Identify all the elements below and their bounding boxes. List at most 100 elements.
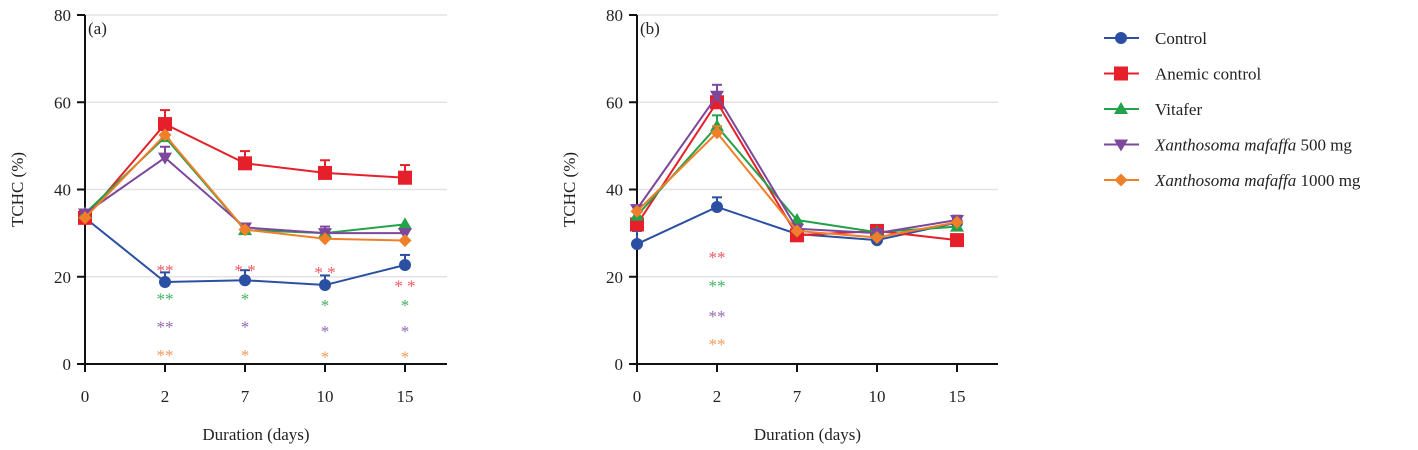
y-axis-label: TCHC (%)	[8, 152, 27, 227]
x-tick-label: 2	[161, 387, 170, 406]
legend-label-text: Vitafer	[1155, 100, 1202, 119]
data-point	[238, 156, 252, 171]
significance-marker: * *	[314, 263, 335, 282]
significance-marker: *	[401, 322, 410, 341]
series-2	[630, 114, 964, 238]
legend-item: Control	[1104, 29, 1207, 48]
data-point	[158, 117, 172, 132]
legend-item: Vitafer	[1104, 100, 1202, 119]
significance-marker: *	[401, 296, 410, 315]
y-tick-label: 0	[63, 355, 72, 374]
data-point	[399, 258, 411, 271]
data-point	[630, 217, 644, 232]
legend-label-text: Control	[1155, 29, 1207, 48]
series-1	[78, 109, 412, 225]
data-point	[790, 224, 804, 238]
significance-marker: **	[157, 289, 174, 308]
data-point	[158, 152, 172, 165]
legend-item: Anemic control	[1104, 65, 1261, 84]
data-point	[319, 279, 331, 292]
significance-marker: **	[709, 307, 726, 326]
significance-marker: **	[709, 276, 726, 295]
legend-label: Vitafer	[1155, 100, 1202, 119]
x-axis-label: Duration (days)	[202, 425, 309, 444]
y-tick-label: 20	[606, 268, 623, 287]
significance-marker: *	[401, 347, 410, 366]
significance-marker: **	[709, 335, 726, 354]
data-point	[630, 204, 644, 218]
legend-label-italic: Xanthosoma mafaffa	[1154, 171, 1296, 190]
x-tick-label: 0	[633, 387, 642, 406]
x-tick-label: 10	[317, 387, 334, 406]
significance-marker: **	[157, 318, 174, 337]
y-axis-label: TCHC (%)	[560, 152, 579, 227]
legend-label-italic: Xanthosoma mafaffa	[1154, 136, 1296, 155]
data-point	[398, 217, 412, 230]
data-point	[238, 223, 252, 237]
significance-marker: *	[241, 346, 250, 365]
chart-panel-a: 0 20 40 60 80 0 2 7 10 15 Duration (days) TCHC (%) (…	[8, 6, 447, 444]
significance-marker: **	[157, 261, 174, 280]
legend-item: Xanthosoma mafaffa 500 mg	[1104, 136, 1352, 155]
legend-item: Xanthosoma mafaffa 1000 mg	[1104, 171, 1361, 190]
significance-marker: *	[241, 318, 250, 337]
chart-panel-b: 0 20 40 60 80 0 2 7 10 15 Duration (days) TCHC (%) (…	[560, 6, 998, 444]
significance-marker: **	[157, 346, 174, 365]
data-point	[239, 274, 251, 287]
legend-marker	[1114, 66, 1128, 81]
legend-label-text: Anemic control	[1155, 65, 1261, 84]
significance-marker: * *	[234, 261, 255, 280]
significance-marker: *	[321, 296, 330, 315]
significance-marker: * *	[394, 276, 415, 295]
legend-label: Control	[1155, 29, 1207, 48]
data-point	[398, 170, 412, 185]
legend-marker	[1114, 139, 1128, 152]
x-tick-label: 0	[81, 387, 90, 406]
legend-label-text: 1000 mg	[1296, 171, 1361, 190]
data-point	[870, 230, 884, 244]
x-tick-label: 15	[397, 387, 414, 406]
data-point	[950, 233, 964, 248]
y-tick-label: 0	[615, 355, 624, 374]
legend-label-text: 500 mg	[1296, 136, 1352, 155]
data-point	[710, 90, 724, 103]
legend: Control Anemic control Vitafer Xanthosoma m…	[1104, 29, 1361, 190]
legend-label: Anemic control	[1155, 65, 1261, 84]
x-tick-label: 7	[793, 387, 802, 406]
data-point	[78, 211, 92, 225]
data-point	[711, 200, 723, 213]
data-point	[710, 119, 724, 132]
y-tick-label: 40	[606, 181, 623, 200]
y-tick-label: 60	[54, 93, 71, 112]
legend-label: Xanthosoma mafaffa 1000 mg	[1154, 171, 1361, 190]
legend-marker	[1114, 102, 1128, 114]
data-point	[398, 234, 412, 248]
data-point	[158, 128, 172, 142]
legend-label: Xanthosoma mafaffa 500 mg	[1154, 136, 1352, 155]
data-point	[631, 238, 643, 251]
x-axis-label: Duration (days)	[754, 425, 861, 444]
data-point	[318, 165, 332, 180]
x-tick-label: 10	[869, 387, 886, 406]
significance-marker: *	[241, 289, 250, 308]
panel-label: (a)	[88, 19, 107, 38]
y-tick-label: 80	[606, 6, 623, 25]
data-point	[318, 232, 332, 246]
x-tick-label: 15	[949, 387, 966, 406]
significance-marker: *	[321, 347, 330, 366]
legend-marker	[1114, 173, 1128, 187]
significance-marker: *	[321, 322, 330, 341]
y-tick-label: 80	[54, 6, 71, 25]
data-point	[710, 126, 724, 140]
panel-label: (b)	[640, 19, 660, 38]
significance-marker: **	[709, 248, 726, 267]
x-tick-label: 2	[713, 387, 722, 406]
y-tick-label: 40	[54, 181, 71, 200]
data-point	[159, 275, 171, 288]
series-4	[78, 128, 412, 248]
x-tick-label: 7	[241, 387, 250, 406]
y-tick-label: 60	[606, 93, 623, 112]
series-line	[84, 122, 406, 219]
